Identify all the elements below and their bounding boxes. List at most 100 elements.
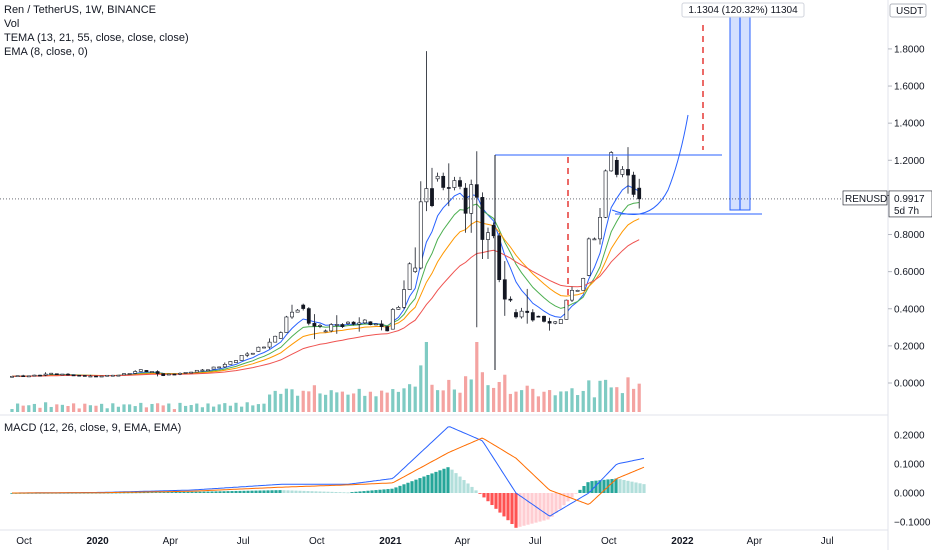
candle-body[interactable] <box>250 352 255 355</box>
candle-body[interactable] <box>301 304 306 309</box>
currency-label[interactable]: USDT <box>896 6 923 17</box>
symbol-label[interactable]: RENUSDT <box>845 194 893 205</box>
tema-legend[interactable]: TEMA (13, 21, 55, close, close, close) <box>4 32 189 44</box>
candle-body[interactable] <box>318 325 322 327</box>
candle-body[interactable] <box>82 375 87 377</box>
candle-body[interactable] <box>54 373 59 376</box>
candle-body[interactable] <box>144 370 149 372</box>
candle-body[interactable] <box>295 309 300 313</box>
candle-body[interactable] <box>32 374 37 377</box>
candle-body[interactable] <box>334 324 339 326</box>
candle-body[interactable] <box>290 311 294 318</box>
candle-body[interactable] <box>502 279 507 300</box>
candle-body[interactable] <box>105 374 110 377</box>
candle-body[interactable] <box>441 175 446 188</box>
candle-body[interactable] <box>273 335 278 343</box>
candle-body[interactable] <box>346 321 350 324</box>
macd-legend[interactable]: MACD (12, 26, close, 9, EMA, EMA) <box>4 422 182 434</box>
candle-body[interactable] <box>172 373 177 376</box>
candle-body[interactable] <box>463 187 468 214</box>
candle-body[interactable] <box>234 360 238 363</box>
candle-body[interactable] <box>514 312 518 318</box>
candle-body[interactable] <box>166 373 171 376</box>
candle-body[interactable] <box>368 321 373 326</box>
candle-body[interactable] <box>155 371 160 374</box>
candle-body[interactable] <box>458 180 462 187</box>
candle-body[interactable] <box>15 375 20 378</box>
candle-body[interactable] <box>446 187 451 189</box>
candle-body[interactable] <box>542 315 546 322</box>
measure-label[interactable]: 1.1304 (120.32%) 11304 <box>688 5 798 16</box>
candle-body[interactable] <box>49 372 54 375</box>
candle-body[interactable] <box>99 375 104 378</box>
candle-body[interactable] <box>530 312 535 321</box>
candle-body[interactable] <box>609 152 614 172</box>
candle-body[interactable] <box>245 353 250 356</box>
candle-body[interactable] <box>122 373 126 376</box>
candle-body[interactable] <box>116 374 121 377</box>
candle-body[interactable] <box>206 369 210 372</box>
candle-body[interactable] <box>553 321 558 324</box>
current-price-label[interactable]: 0.9917 <box>894 194 925 205</box>
candle-body[interactable] <box>267 341 272 348</box>
candle-body[interactable] <box>474 184 479 198</box>
candle-body[interactable] <box>362 319 367 324</box>
vol-legend[interactable]: Vol <box>4 18 20 30</box>
candle-body[interactable] <box>200 369 205 372</box>
candle-body[interactable] <box>60 373 65 376</box>
candle-body[interactable] <box>413 267 418 272</box>
candle-body[interactable] <box>222 364 227 368</box>
candle-body[interactable] <box>418 201 423 269</box>
candle-body[interactable] <box>161 373 166 376</box>
candle-body[interactable] <box>239 355 244 361</box>
candle-body[interactable] <box>127 373 132 375</box>
candle-body[interactable] <box>598 216 602 240</box>
candle-body[interactable] <box>614 159 619 175</box>
candle-body[interactable] <box>385 326 390 332</box>
candle-body[interactable] <box>379 323 384 327</box>
candle-body[interactable] <box>637 187 642 200</box>
candle-body[interactable] <box>183 372 188 374</box>
candle-body[interactable] <box>603 170 608 218</box>
candle-body[interactable] <box>424 188 429 203</box>
candle-body[interactable] <box>631 174 636 195</box>
ema-legend[interactable]: EMA (8, close, 0) <box>4 46 88 58</box>
candle-body[interactable] <box>329 324 334 332</box>
candle-body[interactable] <box>374 323 378 326</box>
candle-body[interactable] <box>262 346 266 349</box>
currency-box[interactable] <box>889 3 927 18</box>
projected-curve[interactable] <box>611 114 689 215</box>
candle-body[interactable] <box>497 235 502 280</box>
candle-body[interactable] <box>570 290 574 301</box>
candle-body[interactable] <box>435 175 440 180</box>
candle-body[interactable] <box>306 308 311 324</box>
candle-body[interactable] <box>66 373 70 376</box>
candle-body[interactable] <box>150 371 154 373</box>
candle-body[interactable] <box>402 289 406 308</box>
candle-body[interactable] <box>94 375 98 378</box>
candle-body[interactable] <box>508 298 513 301</box>
candle-body[interactable] <box>88 375 93 378</box>
candle-body[interactable] <box>351 321 356 325</box>
candle-body[interactable] <box>536 315 541 318</box>
candle-body[interactable] <box>21 375 26 378</box>
candle-body[interactable] <box>217 366 222 369</box>
candle-body[interactable] <box>189 371 194 374</box>
candle-body[interactable] <box>256 346 261 352</box>
candle-body[interactable] <box>592 238 597 241</box>
candle-body[interactable] <box>228 361 233 365</box>
candle-body[interactable] <box>10 375 14 378</box>
candle-body[interactable] <box>77 374 82 377</box>
candle-body[interactable] <box>581 278 586 291</box>
candle-body[interactable] <box>452 180 457 188</box>
candle-body[interactable] <box>620 169 625 175</box>
candle-body[interactable] <box>519 310 524 318</box>
candle-body[interactable] <box>357 322 362 325</box>
candle-body[interactable] <box>407 263 412 290</box>
candle-body[interactable] <box>194 369 199 373</box>
candle-body[interactable] <box>284 316 289 333</box>
candle-body[interactable] <box>486 232 490 240</box>
candle-body[interactable] <box>178 372 182 375</box>
candle-body[interactable] <box>340 324 345 327</box>
